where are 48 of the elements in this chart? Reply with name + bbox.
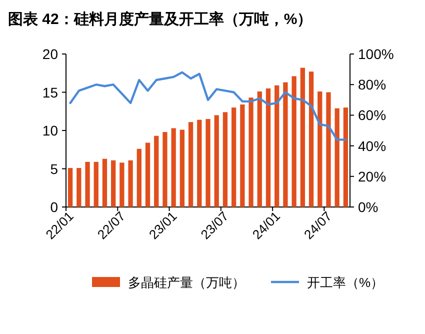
bar — [240, 104, 245, 207]
bar — [85, 162, 90, 207]
bar — [274, 85, 280, 207]
chart-title: 图表 42：硅料月度产量及开工率（万吨，%） — [8, 10, 312, 28]
legend-label: 多晶硅产量（万吨） — [128, 275, 245, 290]
bar — [308, 72, 314, 207]
bar — [318, 91, 322, 207]
bar — [222, 112, 228, 207]
bar — [283, 82, 288, 207]
bar — [76, 168, 82, 207]
bar — [266, 88, 271, 207]
y2-tick-label: 20% — [358, 168, 386, 184]
y2-tick-label: 0% — [358, 199, 378, 215]
y2-tick-label: 80% — [358, 76, 386, 93]
y-tick-label: 15 — [42, 84, 58, 100]
bar — [145, 142, 150, 207]
y-tick-label: 10 — [42, 122, 58, 138]
bar — [94, 162, 98, 207]
bar — [171, 128, 176, 207]
y2-tick-label: 40% — [358, 138, 386, 154]
bar — [214, 115, 219, 207]
bar — [136, 148, 142, 207]
bar — [326, 92, 331, 207]
bar — [334, 108, 340, 207]
legend-label: 开工率（%） — [307, 275, 384, 290]
y2-tick-label: 100% — [358, 46, 394, 62]
bar — [188, 122, 194, 207]
bar — [292, 76, 296, 207]
bar — [231, 108, 236, 207]
bar — [180, 130, 185, 207]
bar — [248, 98, 254, 207]
y-tick-label: 0 — [50, 199, 58, 215]
y-tick-label: 20 — [42, 46, 58, 62]
bar — [300, 68, 305, 207]
bar — [206, 119, 210, 207]
bar — [128, 160, 133, 207]
y-tick-label: 5 — [50, 160, 58, 177]
bar — [120, 162, 124, 207]
bar — [68, 168, 73, 207]
bar — [154, 136, 159, 207]
bar — [162, 132, 168, 207]
bar — [111, 160, 116, 207]
bar — [343, 108, 348, 207]
y2-tick-label: 60% — [358, 107, 386, 124]
bar — [257, 91, 262, 207]
line-series — [69, 71, 347, 141]
bar — [197, 120, 202, 207]
bar — [102, 158, 108, 207]
